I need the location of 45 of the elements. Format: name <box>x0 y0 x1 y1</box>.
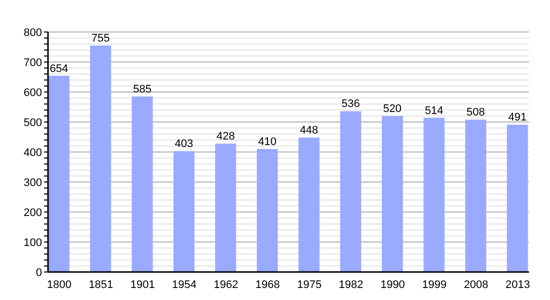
data-label: 585 <box>133 84 152 96</box>
y-tick-label: 100 <box>24 236 42 249</box>
data-label: 508 <box>466 106 485 119</box>
x-tick-label: 1982 <box>338 278 364 291</box>
bar <box>132 96 153 272</box>
x-tick-label: 1901 <box>130 278 155 291</box>
x-tick-label: 1962 <box>214 278 238 291</box>
data-label: 448 <box>300 124 318 137</box>
y-tick-label: 0 <box>36 266 42 279</box>
y-tick-label: 700 <box>24 56 42 69</box>
y-tick-label: 400 <box>24 146 42 159</box>
y-tick-label: 200 <box>24 206 42 219</box>
data-label: 403 <box>174 138 194 150</box>
bar <box>382 116 403 272</box>
x-tick-label: 2008 <box>464 278 488 291</box>
bar <box>256 149 278 272</box>
x-tick-label: 1851 <box>88 278 114 291</box>
data-label: 654 <box>50 62 68 75</box>
x-tick-label: 1975 <box>297 278 322 291</box>
y-tick-label: 500 <box>24 116 42 129</box>
data-label: 755 <box>91 32 110 44</box>
data-label: 520 <box>383 103 402 115</box>
bar <box>506 124 528 272</box>
bar <box>48 76 70 272</box>
bar <box>298 138 320 272</box>
bar <box>424 118 445 272</box>
y-tick-label: 300 <box>24 176 42 189</box>
x-tick-label: 1990 <box>380 278 405 291</box>
y-tick-label: 800 <box>24 26 42 39</box>
y-tick-label: 600 <box>24 86 42 99</box>
data-label: 428 <box>216 130 235 143</box>
bar <box>173 151 194 272</box>
data-label: 536 <box>342 98 360 110</box>
x-tick-label: 2013 <box>506 278 530 291</box>
bar <box>215 144 236 272</box>
bar <box>90 46 112 272</box>
data-label: 491 <box>508 112 527 124</box>
x-tick-label: 1999 <box>422 278 447 291</box>
bar <box>465 120 486 272</box>
bar <box>340 111 362 272</box>
x-tick-label: 1954 <box>172 278 197 291</box>
data-label: 514 <box>424 104 444 117</box>
data-label: 410 <box>258 136 276 148</box>
x-tick-label: 1968 <box>255 278 280 291</box>
x-tick-label: 1800 <box>47 278 72 291</box>
